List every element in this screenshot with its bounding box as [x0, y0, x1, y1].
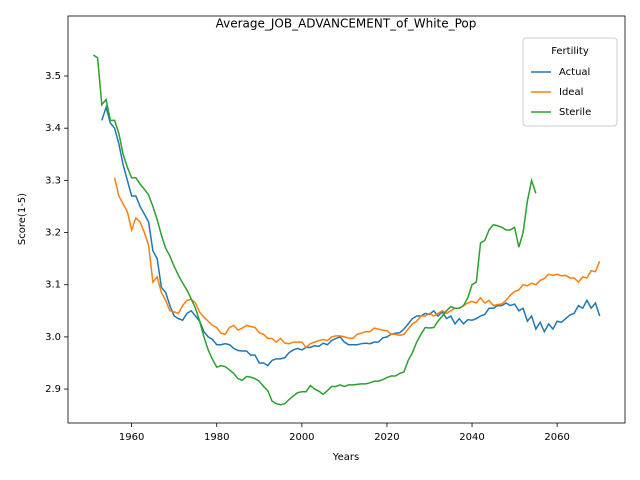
y-tick-label: 3.2 [45, 228, 61, 239]
y-tick-label: 3.3 [45, 175, 61, 186]
legend-box [522, 37, 618, 127]
legend-label: Actual [559, 67, 590, 78]
x-axis-label: Years [332, 452, 359, 463]
x-tick-label: 2000 [289, 432, 314, 443]
legend-title: Fertility [551, 46, 589, 57]
y-axis-label: Score(1-5) [17, 193, 28, 245]
x-tick-label: 2040 [459, 432, 484, 443]
plot-frame [67, 15, 626, 424]
legend-label: Sterile [559, 107, 591, 118]
line-series [92, 54, 537, 406]
y-tick-label: 3.0 [45, 332, 61, 343]
legend-label: Ideal [559, 87, 583, 98]
line-series [113, 177, 601, 349]
y-tick-label: 3.4 [45, 123, 61, 134]
x-tick-label: 2020 [374, 432, 399, 443]
x-tick-label: 2060 [544, 432, 569, 443]
x-tick-label: 1960 [119, 432, 144, 443]
line-series [101, 104, 601, 367]
y-tick-label: 3.1 [45, 280, 61, 291]
x-tick-label: 1980 [204, 432, 229, 443]
chart-title: Average_JOB_ADVANCEMENT_of_White_Pop [216, 17, 477, 31]
y-tick-label: 3.5 [45, 71, 61, 82]
y-tick-label: 2.9 [45, 384, 61, 395]
